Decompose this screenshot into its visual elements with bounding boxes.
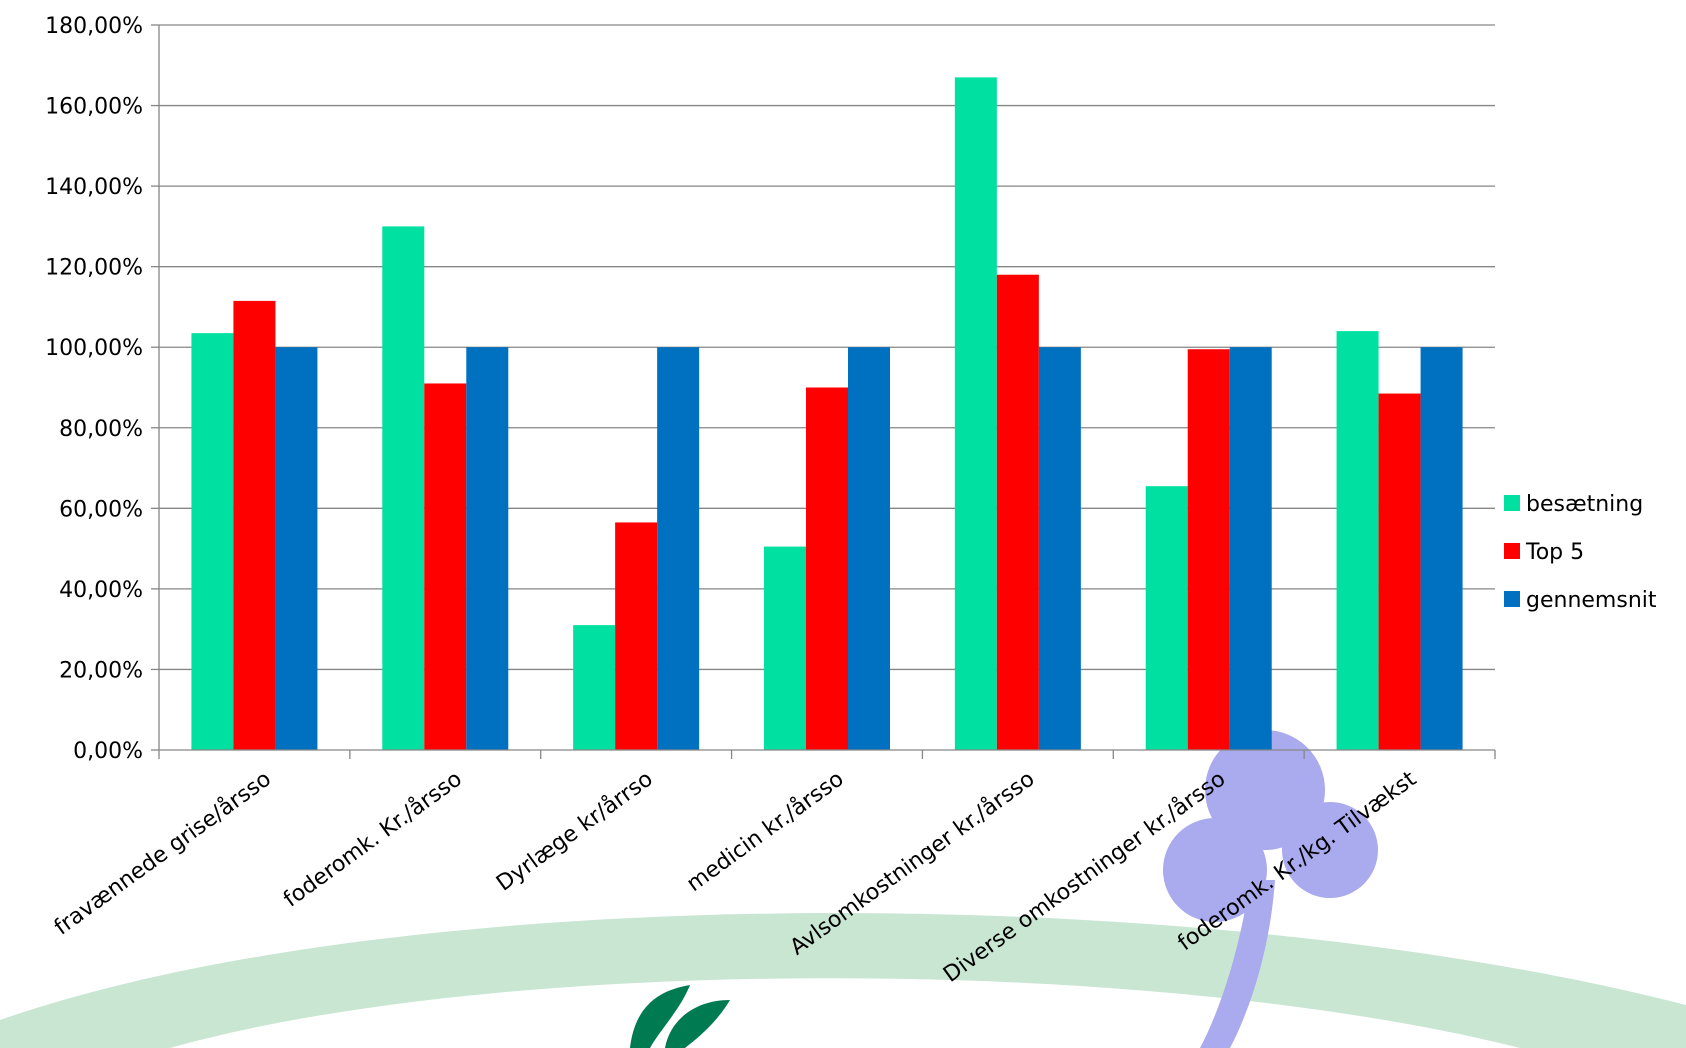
bar-besætning [191,333,234,750]
y-tick-label: 60,00% [59,497,143,522]
bar-gennemsnit [1038,347,1081,750]
axes [158,25,1496,759]
y-tick-label: 40,00% [59,578,143,603]
bar-gennemsnit [1229,347,1272,750]
y-tick-label: 80,00% [59,417,143,442]
legend-swatch [1504,495,1520,511]
bars [191,77,1463,751]
y-tick-label: 160,00% [45,95,143,120]
x-tick-label: Dyrlæge kr/årrso [491,766,657,897]
bar-besætning [573,625,616,750]
bar-besætning [382,226,425,750]
x-tick-label: fravænnede grise/årsso [49,766,276,941]
bar-gennemsnit [1420,347,1463,750]
legend-label: Top 5 [1525,540,1584,565]
logo-clover-icon [1163,730,1378,1048]
legend: besætning Top 5 gennemsnit [1504,492,1657,613]
bar-gennemsnit [848,347,890,750]
y-tick-label: 140,00% [45,175,143,200]
y-tick-labels: 0,00% 20,00% 40,00% 60,00% 80,00% 100,00% 120,… [45,14,143,764]
bar-gennemsnit [275,347,318,750]
bar-top-5 [1187,349,1230,750]
bar-top-5 [806,387,848,750]
y-tick-label: 20,00% [59,658,143,683]
bar-besætning [764,546,806,750]
bar-top-5 [233,300,276,750]
background-arc-highlight [170,978,1520,1048]
bar-gennemsnit [466,347,509,750]
bar-besætning [1336,331,1379,750]
y-tick-label: 180,00% [45,14,143,39]
legend-swatch [1504,543,1520,559]
legend-label: besætning [1526,492,1643,517]
logo-leaf-icon [630,985,730,1048]
x-tick-label: medicin kr./årsso [682,766,849,897]
y-tick-label: 0,00% [73,739,143,764]
y-tick-label: 100,00% [45,336,143,361]
bar-besætning [954,77,997,751]
x-tick-label: foderomk. Kr./årsso [279,766,467,913]
bar-top-5 [1378,393,1421,750]
y-tick-label: 120,00% [45,256,143,281]
bar-top-5 [615,522,658,750]
legend-swatch [1504,591,1520,607]
bar-top-5 [424,383,467,750]
bar-gennemsnit [657,347,700,750]
background-decoration [0,730,1686,1048]
bar-besætning [1145,486,1188,750]
bar-top-5 [996,274,1039,750]
legend-label: gennemsnit [1526,588,1657,613]
